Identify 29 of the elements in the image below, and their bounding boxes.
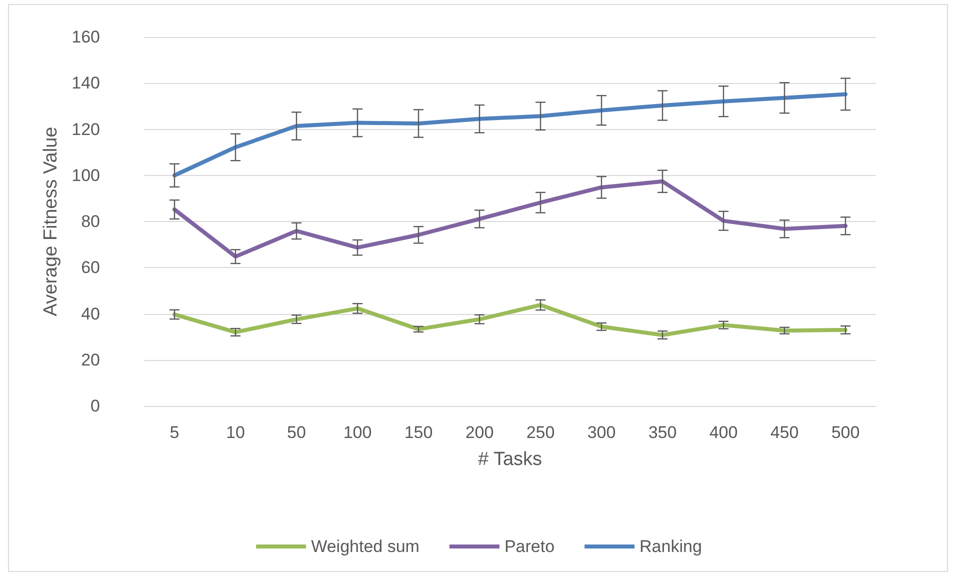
- y-tick-label: 20: [81, 350, 100, 370]
- y-tick-label: 60: [81, 258, 100, 278]
- line-series: [172, 92, 848, 178]
- legend-label: Weighted sum: [311, 537, 420, 556]
- x-tick-label: 100: [343, 423, 372, 442]
- x-axis-title: # Tasks: [478, 449, 542, 470]
- legend-label: Pareto: [504, 537, 555, 556]
- y-tick-label: 160: [72, 28, 100, 46]
- line-series: [172, 179, 848, 259]
- x-tick-label: 50: [287, 423, 306, 442]
- x-tick-label: 500: [831, 423, 860, 442]
- y-tick-label: 140: [72, 74, 100, 93]
- x-tick-label: 450: [770, 423, 799, 442]
- y-tick-label: 80: [81, 212, 100, 231]
- y-tick-label: 120: [72, 120, 100, 139]
- x-tick-label: 400: [709, 423, 738, 442]
- x-tick-label: 10: [226, 423, 245, 442]
- y-tick-label: 0: [90, 396, 100, 416]
- line-series: [172, 302, 848, 337]
- y-tick-label: 100: [72, 166, 100, 185]
- x-tick-label: 150: [404, 423, 433, 442]
- x-tick-label: 350: [648, 423, 677, 442]
- y-axis-title: Average Fitness Value: [40, 126, 62, 316]
- x-tick-label: 5: [170, 423, 180, 442]
- legend-label: Ranking: [640, 537, 702, 556]
- x-tick-label: 300: [587, 423, 616, 442]
- x-tick-label: 250: [526, 423, 555, 442]
- y-tick-label: 40: [81, 304, 100, 324]
- x-tick-label: 200: [465, 423, 494, 442]
